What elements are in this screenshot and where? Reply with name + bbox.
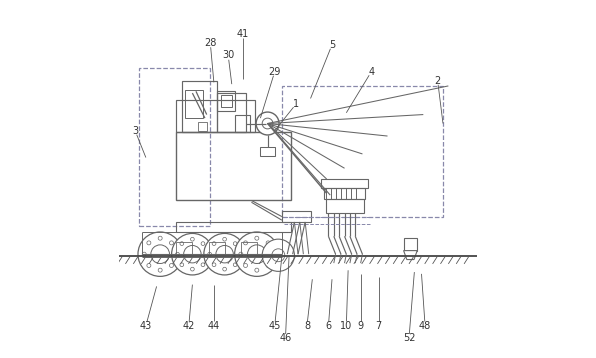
Text: 41: 41	[237, 29, 249, 39]
Circle shape	[147, 241, 151, 245]
Circle shape	[138, 232, 182, 276]
Circle shape	[216, 246, 233, 263]
Circle shape	[158, 268, 162, 272]
Bar	[176, 100, 255, 132]
Circle shape	[201, 242, 205, 246]
Circle shape	[239, 252, 243, 256]
Bar	[209, 242, 225, 254]
Circle shape	[158, 236, 162, 240]
Text: 28: 28	[204, 38, 216, 48]
Circle shape	[271, 252, 275, 256]
Circle shape	[206, 252, 209, 256]
Text: 48: 48	[419, 321, 432, 331]
Text: 9: 9	[358, 321, 364, 331]
Bar	[221, 95, 232, 107]
Bar	[176, 132, 291, 200]
Circle shape	[204, 233, 246, 275]
Circle shape	[223, 267, 226, 271]
Bar	[218, 93, 246, 132]
Text: 43: 43	[139, 321, 152, 331]
Circle shape	[212, 242, 216, 246]
Text: 46: 46	[280, 333, 291, 343]
Polygon shape	[403, 251, 417, 260]
Text: 5: 5	[329, 40, 335, 50]
Text: 10: 10	[340, 321, 352, 331]
Bar	[185, 90, 203, 118]
Circle shape	[262, 239, 294, 271]
Circle shape	[233, 263, 237, 267]
Circle shape	[255, 268, 259, 272]
Text: 42: 42	[182, 321, 195, 331]
Text: 52: 52	[403, 333, 415, 343]
Circle shape	[255, 236, 259, 240]
Circle shape	[201, 263, 205, 267]
Bar	[176, 222, 291, 232]
Bar	[282, 86, 443, 217]
Circle shape	[256, 112, 279, 135]
Bar	[326, 199, 364, 213]
Circle shape	[169, 263, 173, 267]
Bar	[198, 122, 207, 131]
Text: 30: 30	[222, 50, 234, 61]
Circle shape	[184, 246, 201, 263]
Circle shape	[176, 252, 179, 256]
Text: 44: 44	[208, 321, 220, 331]
Bar	[403, 238, 417, 251]
Text: 6: 6	[325, 321, 331, 331]
Circle shape	[191, 267, 194, 271]
Bar	[182, 81, 218, 132]
Bar	[241, 242, 257, 254]
Circle shape	[238, 252, 241, 256]
Text: 2: 2	[434, 76, 441, 86]
Circle shape	[212, 263, 216, 267]
Circle shape	[272, 249, 285, 262]
Text: 29: 29	[269, 67, 281, 77]
Circle shape	[233, 242, 237, 246]
Circle shape	[174, 252, 178, 256]
Bar	[321, 179, 368, 188]
Text: 7: 7	[375, 321, 381, 331]
Bar	[218, 91, 235, 111]
Circle shape	[262, 118, 273, 129]
Text: 4: 4	[368, 67, 374, 77]
Circle shape	[142, 252, 146, 256]
Circle shape	[244, 241, 247, 245]
Text: 45: 45	[269, 321, 281, 331]
Circle shape	[244, 263, 247, 267]
Circle shape	[151, 245, 169, 263]
Circle shape	[208, 252, 212, 256]
Bar	[176, 242, 193, 254]
Bar	[260, 147, 275, 156]
Circle shape	[223, 237, 226, 241]
Bar	[324, 188, 365, 199]
Circle shape	[266, 263, 270, 267]
Circle shape	[180, 263, 184, 267]
Text: 3: 3	[132, 126, 138, 136]
Circle shape	[266, 241, 270, 245]
Text: 1: 1	[293, 99, 299, 109]
Circle shape	[180, 242, 184, 246]
Circle shape	[191, 237, 194, 241]
Circle shape	[235, 232, 279, 276]
Circle shape	[247, 245, 266, 263]
Bar	[235, 115, 250, 132]
Circle shape	[172, 233, 213, 275]
Circle shape	[147, 263, 151, 267]
Bar	[139, 68, 210, 226]
Bar	[282, 211, 311, 222]
Circle shape	[169, 241, 173, 245]
Text: 8: 8	[304, 321, 310, 331]
